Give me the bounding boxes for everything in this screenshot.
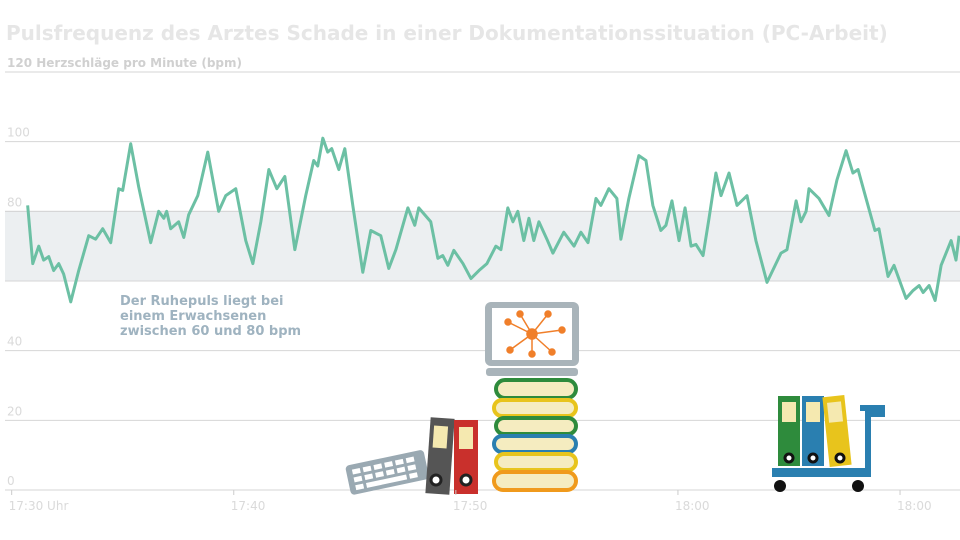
x-tick-label: 17:50	[453, 499, 488, 513]
y-tick-label: 80	[7, 195, 22, 209]
data-line	[26, 136, 960, 304]
y-tick-label: 120 Herzschläge pro Minute (bpm)	[7, 56, 242, 70]
y-tick-label: 100	[7, 126, 30, 140]
y-tick-label: 0	[7, 474, 15, 488]
reference-band	[5, 211, 960, 281]
chart-title: Pulsfrequenz des Arztes Schade in einer …	[6, 21, 888, 45]
x-tick-label: 18:00	[675, 499, 710, 513]
y-tick-label: 40	[7, 335, 22, 349]
annotation: Der Ruhepuls liegt bei	[120, 294, 284, 309]
x-tick-label: 18:00	[897, 499, 932, 513]
illustration	[345, 302, 885, 495]
annotation: einem Erwachsenen	[120, 309, 266, 324]
annotation: zwischen 60 und 80 bpm	[120, 324, 301, 339]
x-tick-label: 17:40	[231, 499, 266, 513]
y-tick-label: 20	[7, 404, 22, 418]
x-tick-label: 17:30 Uhr	[9, 499, 69, 513]
